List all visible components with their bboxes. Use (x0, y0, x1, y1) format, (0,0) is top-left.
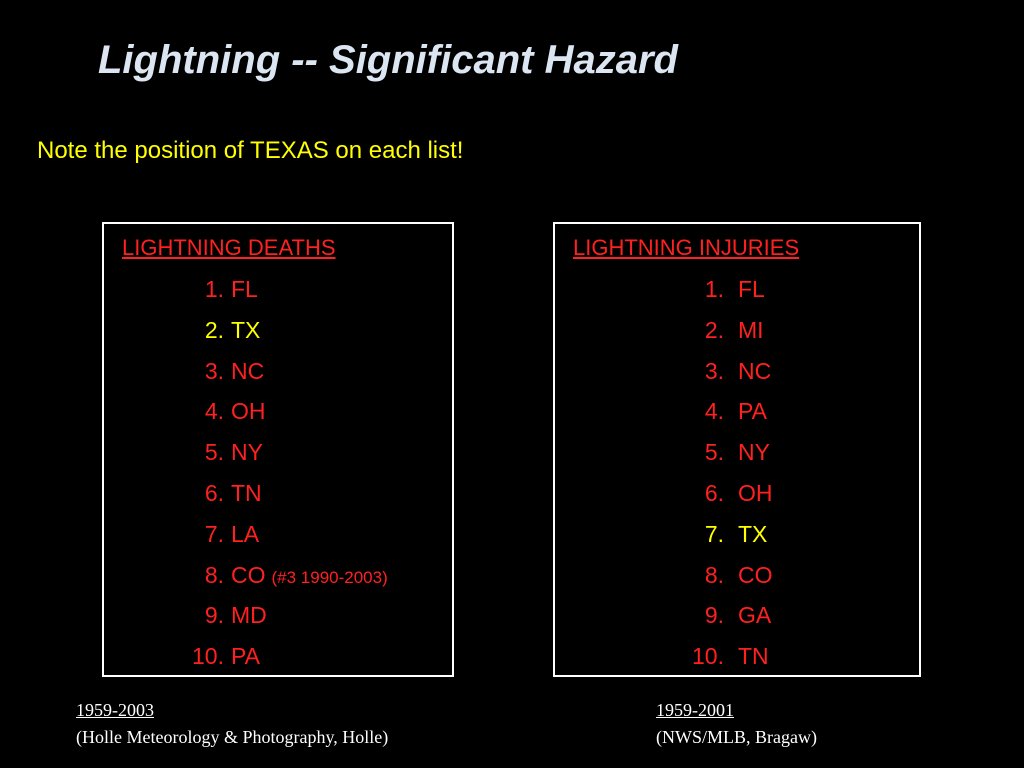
state-abbreviation: CO (231, 561, 266, 588)
injuries-source: 1959-2001 (NWS/MLB, Bragaw) (656, 697, 817, 751)
state-abbreviation: TN (231, 479, 262, 506)
rank-number: 4. (204, 398, 224, 425)
rank-number: 9. (204, 602, 224, 629)
state-abbreviation: GA (738, 602, 772, 629)
state-abbreviation: OH (738, 479, 773, 506)
rank-number: 2. (704, 316, 724, 343)
rank-state: PA (231, 641, 260, 671)
rank-number: 4. (704, 398, 724, 425)
rank-state: NY (231, 437, 263, 467)
state-abbreviation: PA (231, 643, 260, 670)
state-abbreviation: PA (738, 398, 767, 425)
injuries-list-box: LIGHTNING INJURIES 1. FL 2. MI 3. NC 4. PA 5. NY 6… (553, 222, 921, 677)
rank-number: 1. (204, 276, 224, 302)
rank-number: 3. (704, 357, 724, 384)
rank-state: FL (231, 274, 258, 304)
rank-state: OH (231, 396, 266, 426)
rank-number: 8. (204, 561, 224, 588)
rank-state: OH (738, 478, 773, 508)
state-abbreviation: FL (738, 276, 765, 302)
deaths-heading: LIGHTNING DEATHS (122, 235, 336, 260)
rank-number: 10. (192, 643, 224, 670)
slide-subtitle: Note the position of TEXAS on each list! (37, 137, 464, 164)
state-abbreviation: NY (231, 439, 263, 466)
injuries-source-period: 1959-2001 (656, 700, 734, 720)
rank-number: 7. (704, 520, 724, 547)
rank-number: 6. (704, 479, 724, 506)
state-abbreviation: TX (738, 520, 768, 547)
rank-number: 6. (204, 479, 224, 506)
state-abbreviation: MI (738, 316, 764, 343)
rank-state: PA (738, 396, 767, 426)
deaths-list-box: LIGHTNING DEATHS 1. FL 2. TX 3. NC 4. OH 5. NY 6. T… (102, 222, 454, 677)
injuries-source-credit: (NWS/MLB, Bragaw) (656, 727, 817, 747)
rank-state: TN (231, 478, 262, 508)
deaths-source-credit: (Holle Meteorology & Photography, Holle) (76, 727, 389, 747)
rank-state: GA (738, 600, 771, 630)
state-abbreviation: NC (231, 357, 265, 384)
rank-state: NC (231, 356, 264, 386)
rank-number: 8. (704, 561, 724, 588)
rank-state: TN (738, 641, 769, 671)
rank-number: 9. (704, 602, 724, 629)
rank-state: FL (738, 274, 765, 304)
state-abbreviation: TN (738, 643, 769, 670)
rank-state: NC (738, 356, 771, 386)
state-abbreviation: CO (738, 561, 773, 588)
rank-state: LA (231, 519, 259, 549)
state-abbreviation: FL (231, 276, 258, 302)
rank-state: NY (738, 437, 770, 467)
rank-number: 1. (704, 276, 724, 302)
slide-title: Lightning -- Significant Hazard (98, 38, 678, 82)
state-abbreviation: TX (231, 316, 261, 343)
rank-state: TX (231, 315, 260, 345)
rank-state: TX (738, 519, 767, 549)
rank-number: 2. (204, 316, 224, 343)
rank-number: 5. (704, 439, 724, 466)
rank-number: 3. (204, 357, 224, 384)
rank-number: 5. (204, 439, 224, 466)
rank-note: (#3 1990-2003) (271, 567, 388, 587)
rank-number: 7. (204, 520, 224, 547)
rank-state: MI (738, 315, 764, 345)
injuries-heading: LIGHTNING INJURIES (573, 235, 800, 260)
state-abbreviation: LA (231, 520, 260, 547)
state-abbreviation: NC (738, 357, 772, 384)
deaths-source-period: 1959-2003 (76, 700, 154, 720)
rank-number: 10. (692, 643, 724, 670)
rank-state: CO (#3 1990-2003) (231, 560, 388, 593)
rank-state: MD (231, 600, 267, 630)
state-abbreviation: NY (738, 439, 770, 466)
state-abbreviation: OH (231, 398, 266, 425)
deaths-source: 1959-2003 (Holle Meteorology & Photograp… (76, 697, 388, 751)
rank-state: CO (738, 560, 773, 590)
state-abbreviation: MD (231, 602, 267, 629)
